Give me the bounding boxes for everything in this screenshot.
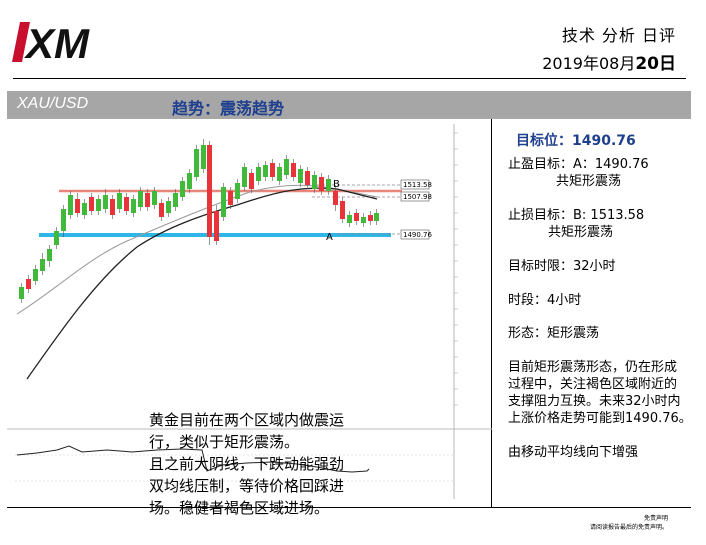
candle-body bbox=[347, 215, 352, 223]
disclaimer-text: 请阅读报告最后的免责声明。 bbox=[589, 524, 668, 531]
candle-body bbox=[305, 171, 310, 185]
candle-body bbox=[54, 231, 59, 245]
price-tag-1: 1513.58 bbox=[403, 181, 432, 189]
candle-body bbox=[82, 203, 87, 215]
candle-body bbox=[319, 177, 324, 191]
oscillator-line bbox=[16, 445, 370, 473]
price-tag-box-3 bbox=[400, 229, 430, 240]
candle-body bbox=[277, 167, 282, 181]
analysis-line-2: 过程中，关注褐色区域附近的 bbox=[508, 377, 678, 392]
report-header: 技术 分析 日评 2019年08月20日 bbox=[542, 22, 676, 74]
candle-body bbox=[103, 195, 108, 209]
report-date: 2019年08月20日 bbox=[542, 54, 676, 74]
candle-body bbox=[166, 201, 171, 213]
price-tag-2: 1507.98 bbox=[403, 193, 432, 201]
candle-body bbox=[214, 211, 219, 241]
candle-body bbox=[19, 287, 24, 299]
note-line-1: 黄金目前在两个区域内做震运 bbox=[149, 411, 345, 429]
candle-body bbox=[284, 159, 289, 175]
candle-body bbox=[75, 199, 80, 213]
slow-moving-average bbox=[16, 184, 378, 315]
candle-body bbox=[33, 269, 38, 281]
analysis-line-4: 上涨价格走势可能到1490.76。 bbox=[508, 411, 692, 426]
candle-body bbox=[201, 145, 206, 169]
ma-note: 由移动平均线向下增强 bbox=[508, 445, 639, 460]
candle-body bbox=[298, 169, 303, 183]
candle-body bbox=[138, 191, 143, 207]
candle-body bbox=[145, 193, 150, 207]
candle-body bbox=[131, 199, 136, 213]
candle-body bbox=[228, 191, 233, 205]
candle-body bbox=[368, 215, 373, 221]
note-line-4: 双均线压制，等待价格回踩进 bbox=[149, 477, 345, 495]
candle-body bbox=[333, 191, 338, 205]
candle-body bbox=[361, 217, 366, 223]
analysis-line-3: 支撑阻力互换。未来32小时内 bbox=[508, 394, 681, 409]
label-a: A bbox=[326, 232, 333, 243]
note-line-3: 且之前大阴线，下跌动能强劲 bbox=[149, 455, 345, 473]
chart-commentary: 黄金目前在两个区域内做震运 行，类似于矩形震荡。 且之前大阴线，下跌动能强劲 双… bbox=[149, 409, 409, 519]
label-b: B bbox=[333, 179, 340, 190]
price-tag-box-1 bbox=[400, 179, 430, 190]
candle-body bbox=[187, 173, 192, 189]
candle-body bbox=[312, 175, 317, 189]
candle-body bbox=[68, 195, 73, 215]
candle-body bbox=[242, 167, 247, 187]
footer-divider bbox=[7, 507, 691, 508]
analysis-line-1: 目前矩形震荡形态，仍在形成 bbox=[508, 360, 678, 375]
price-axis-ticks bbox=[454, 132, 458, 406]
svg-text:XM: XM bbox=[24, 20, 90, 66]
candle-body bbox=[61, 209, 66, 231]
candle-body bbox=[326, 179, 331, 191]
candle-body bbox=[354, 213, 359, 221]
candle-body bbox=[117, 193, 122, 209]
candle-body bbox=[173, 193, 178, 207]
take-profit-line1: 止盈目标：A：1490.76 bbox=[508, 157, 649, 172]
candle-body bbox=[270, 163, 275, 177]
take-profit-line2: 共矩形震荡 bbox=[556, 174, 622, 189]
candle-body bbox=[263, 165, 268, 177]
pattern: 形态：矩形震荡 bbox=[508, 326, 600, 341]
price-chart: B A 1513.58 1507.98 1490.76 黄金目前在两个区域内做震… bbox=[7, 119, 492, 517]
timeframe: 时段：4小时 bbox=[508, 293, 582, 308]
symbol-label: XAU/USD bbox=[17, 95, 89, 112]
symbol-bar: XAU/USD 趋势：震荡趋势 bbox=[7, 91, 691, 119]
time-horizon: 目标时限：32小时 bbox=[508, 259, 616, 274]
trend-label: 趋势：震荡趋势 bbox=[172, 99, 285, 118]
candle-body bbox=[110, 199, 115, 215]
candle-body bbox=[89, 197, 94, 211]
report-title: 技术 分析 日评 bbox=[561, 26, 676, 45]
fast-moving-average bbox=[26, 187, 378, 380]
candle-body bbox=[207, 145, 212, 237]
candle-body bbox=[249, 173, 254, 189]
xm-logo: XM bbox=[12, 20, 90, 66]
candle-body bbox=[40, 259, 45, 271]
note-line-5: 场。稳健者褐色区域进场。 bbox=[149, 499, 330, 517]
header-divider bbox=[13, 78, 686, 79]
candle-body bbox=[291, 163, 296, 177]
candle-body bbox=[159, 203, 164, 217]
candle-body bbox=[256, 167, 261, 181]
candle-body bbox=[235, 183, 240, 199]
chart-svg: B A 1513.58 1507.98 1490.76 bbox=[7, 124, 492, 499]
candle-body bbox=[194, 149, 199, 177]
candle-body bbox=[152, 191, 157, 205]
candle-body bbox=[26, 279, 31, 289]
candlesticks bbox=[19, 139, 379, 303]
stop-loss-line1: 止损目标：B: 1513.58 bbox=[508, 208, 645, 223]
candle-body bbox=[374, 213, 379, 221]
disclaimer: 免责声明 请阅读报告最后的免责声明。 bbox=[590, 514, 668, 532]
candle-body bbox=[47, 249, 52, 261]
candle-body bbox=[124, 197, 129, 211]
candle-body bbox=[221, 187, 226, 217]
price-tag-box-2 bbox=[400, 191, 430, 202]
price-tag-3: 1490.76 bbox=[403, 231, 432, 239]
candle-body bbox=[180, 181, 185, 197]
candle-body bbox=[96, 199, 101, 211]
stop-loss-line2: 共矩形震荡 bbox=[548, 225, 614, 240]
target-price: 目标位：1490.76 bbox=[516, 133, 636, 149]
note-line-2: 行，类似于矩形震荡。 bbox=[149, 433, 300, 451]
candle-body bbox=[340, 201, 345, 219]
disclaimer-title: 免责声明 bbox=[643, 515, 668, 522]
